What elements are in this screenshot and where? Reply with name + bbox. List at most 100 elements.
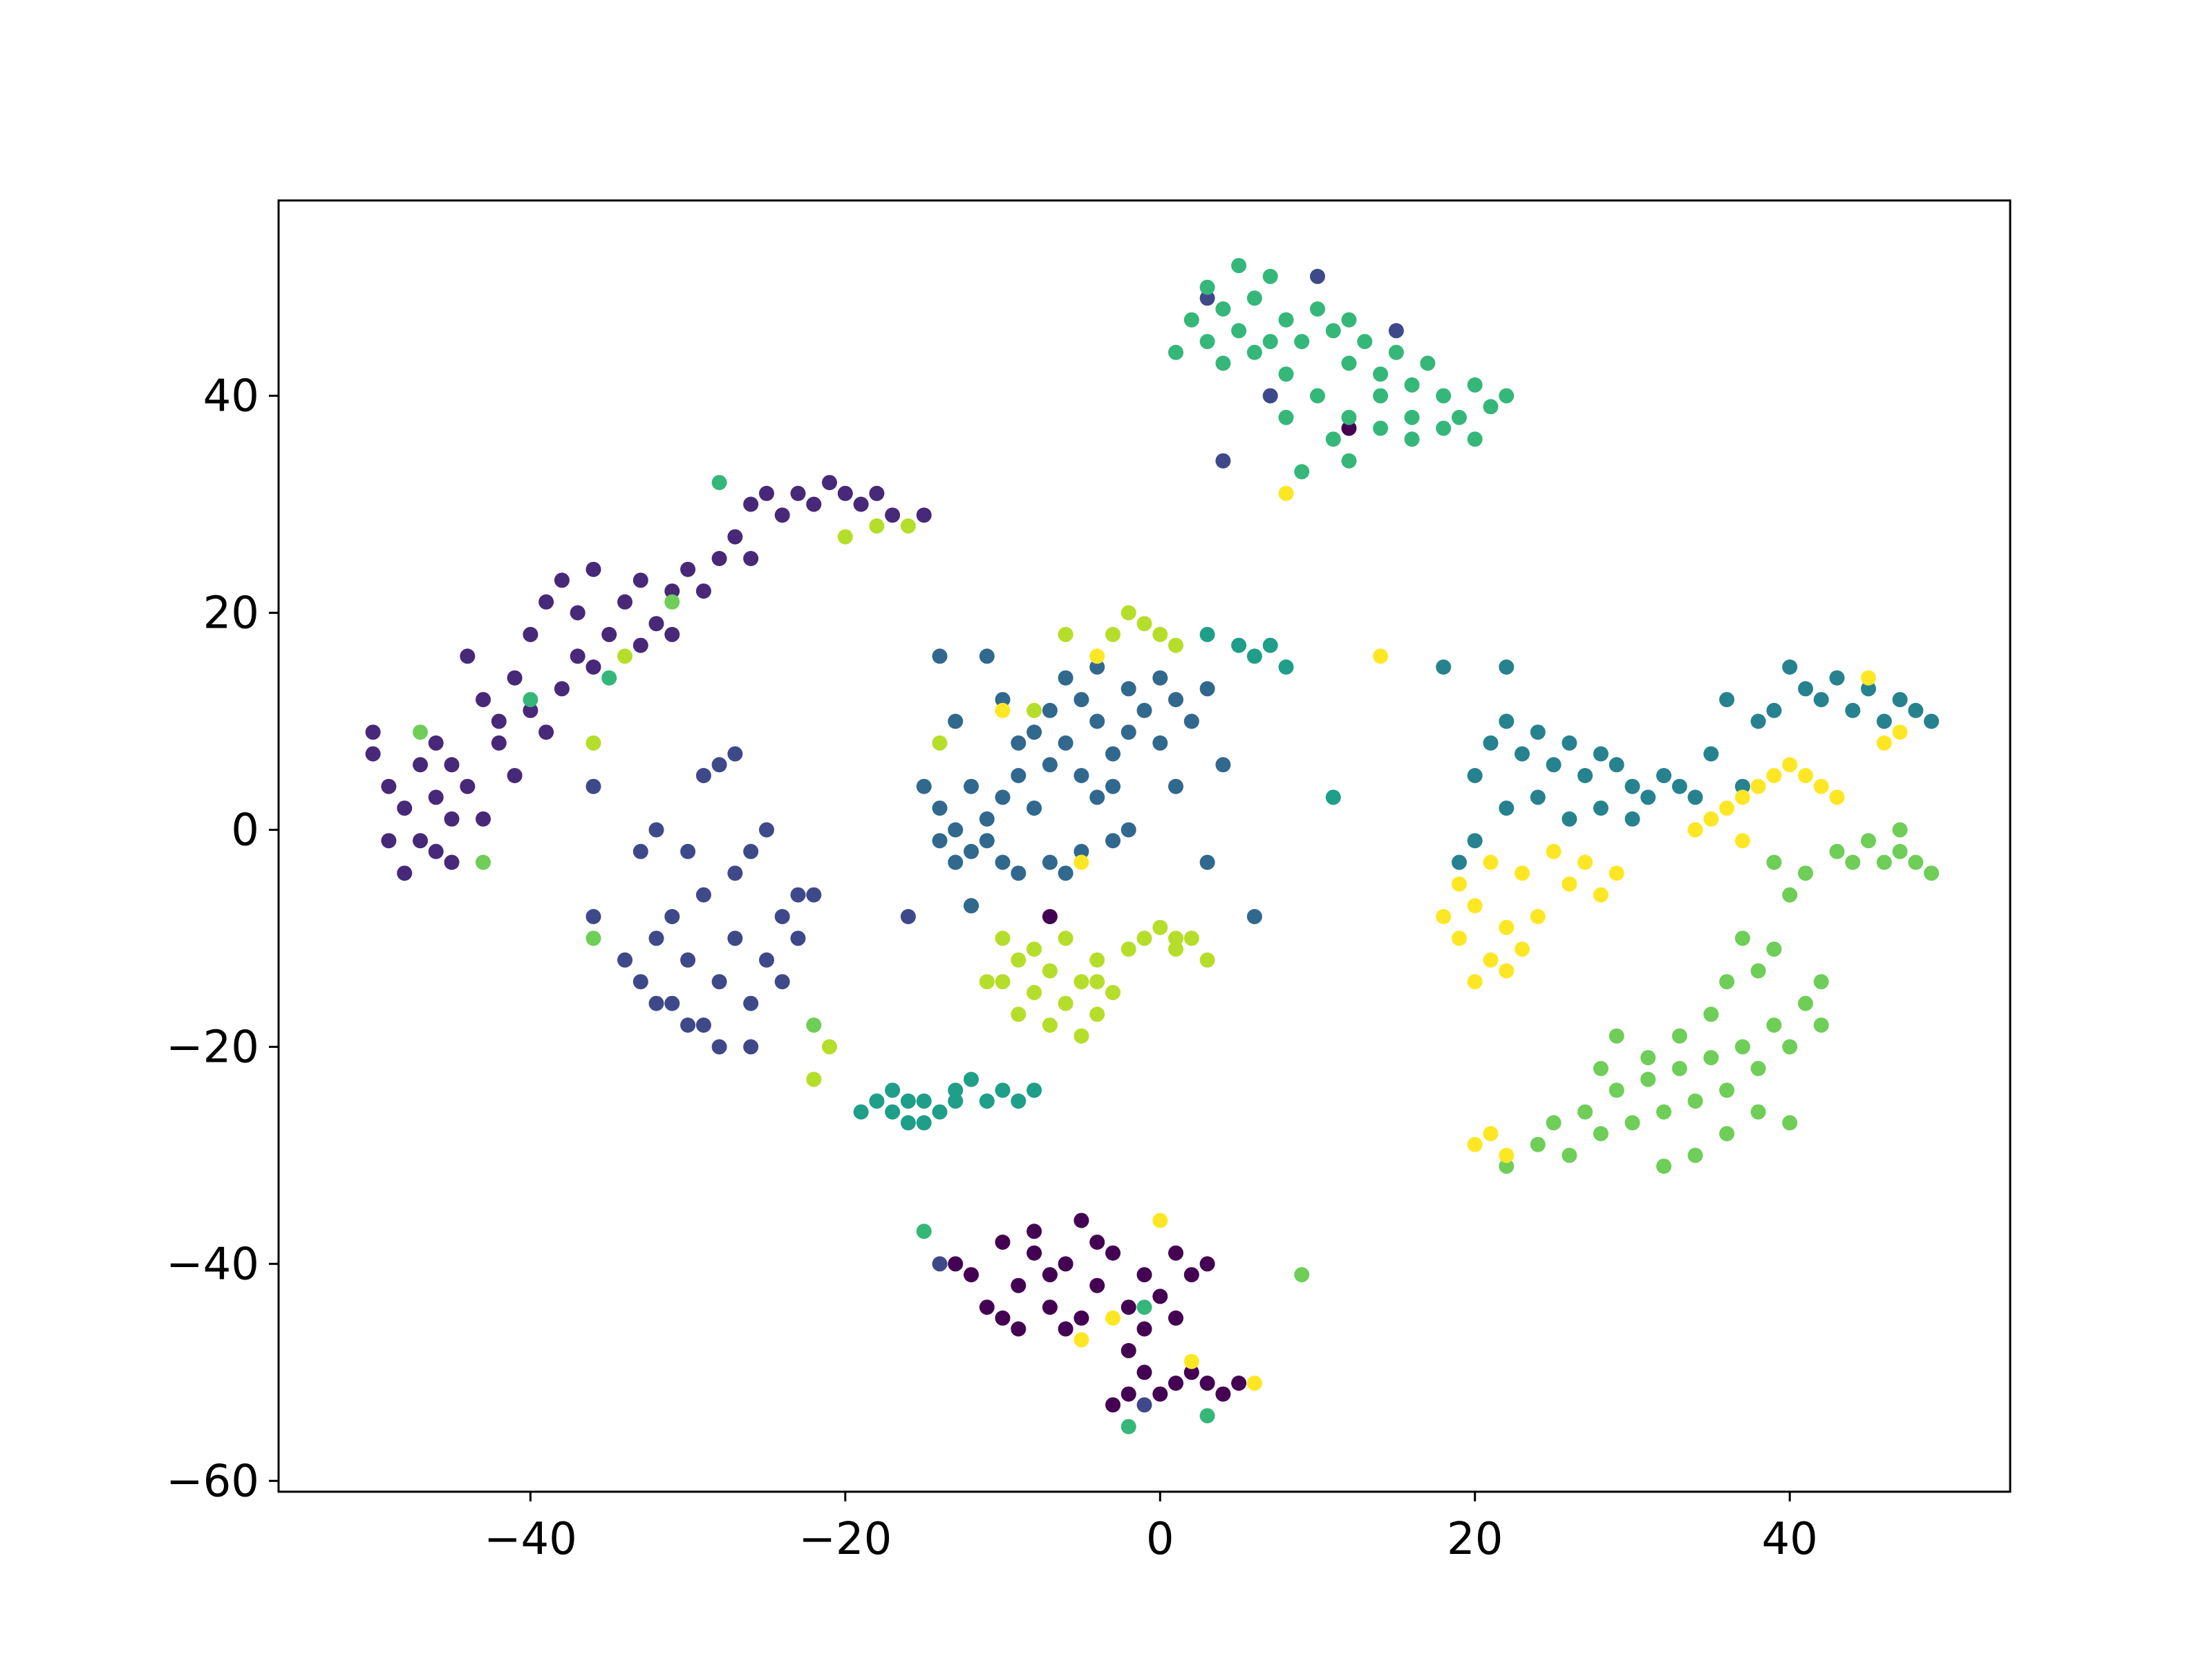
scatter-point-s3-p33 — [1011, 735, 1027, 751]
scatter-point-s7-p14 — [1734, 1039, 1750, 1055]
scatter-point-s8-p25 — [979, 974, 995, 990]
scatter-point-s9-p7 — [1452, 876, 1467, 892]
scatter-point-s4-p29 — [1766, 702, 1782, 718]
scatter-point-s2-p8 — [727, 930, 743, 946]
scatter-point-s3-p19 — [1136, 702, 1152, 718]
scatter-point-s1-p47 — [743, 551, 759, 566]
scatter-point-s3-p29 — [1105, 778, 1121, 794]
scatter-point-s7-p5 — [1593, 1126, 1609, 1141]
scatter-point-s3-p38 — [1042, 854, 1058, 870]
scatter-point-s7-p12 — [1703, 1050, 1719, 1066]
scatter-point-s6-p44 — [1121, 1418, 1136, 1434]
scatter-point-s1-p16 — [585, 561, 601, 577]
scatter-point-s2-p13 — [774, 974, 790, 990]
scatter-point-s7-p44 — [1782, 887, 1798, 903]
y-tick-label: −40 — [166, 1239, 259, 1290]
scatter-point-s0-p7 — [1105, 1245, 1121, 1261]
scatter-point-s7-p37 — [1829, 843, 1845, 859]
scatter-point-s1-p15 — [570, 605, 585, 621]
scatter-point-s4-p1 — [1483, 735, 1499, 751]
scatter-point-s0-p31 — [995, 1310, 1011, 1326]
scatter-point-s3-p42 — [1105, 833, 1121, 849]
scatter-point-s0-p10 — [1152, 1288, 1168, 1304]
scatter-point-s3-p46 — [1199, 854, 1215, 870]
scatter-point-s4-p27 — [1908, 702, 1924, 718]
scatter-point-s9-p42 — [1074, 854, 1089, 870]
scatter-point-s2-p30 — [806, 887, 822, 903]
scatter-point-s7-p0 — [1499, 1159, 1515, 1174]
scatter-point-s1-p33 — [869, 485, 885, 501]
scatter-point-s6-p6 — [1278, 312, 1294, 328]
scatter-point-s9-p40 — [1152, 1212, 1168, 1228]
scatter-point-s3-p32 — [979, 648, 995, 664]
scatter-point-s9-p6 — [1530, 909, 1546, 924]
scatter-point-s2-p17 — [648, 995, 664, 1011]
scatter-point-s6-p30 — [1199, 279, 1215, 295]
scatter-point-s7-p50 — [476, 854, 491, 870]
x-tick-label: −20 — [798, 1514, 892, 1565]
scatter-point-s1-p27 — [774, 507, 790, 523]
scatter-point-s2-p4 — [664, 995, 680, 1011]
scatter-point-s9-p12 — [1577, 854, 1593, 870]
scatter-point-s4-p5 — [1546, 757, 1562, 773]
scatter-point-s9-p41 — [1089, 648, 1105, 664]
scatter-point-s7-p42 — [1924, 865, 1940, 881]
scatter-point-s5-p16 — [1199, 626, 1215, 642]
scatter-point-s4-p22 — [1829, 670, 1845, 686]
scatter-point-s6-p37 — [1341, 312, 1357, 328]
scatter-point-s1-p46 — [664, 626, 680, 642]
scatter-point-s5-p0 — [869, 1093, 885, 1109]
y-tick-label: 0 — [231, 805, 259, 856]
scatter-point-s7-p19 — [1813, 1018, 1829, 1033]
scatter-point-s3-p11 — [1011, 768, 1027, 783]
scatter-point-s2-p20 — [727, 865, 743, 881]
scatter-point-s9-p0 — [1436, 909, 1452, 924]
scatter-point-s7-p51 — [1294, 1267, 1310, 1283]
scatter-point-s8-p16 — [1152, 919, 1168, 935]
scatter-point-s2-p24 — [711, 757, 727, 773]
scatter-point-s2-p37 — [1136, 1397, 1152, 1413]
scatter-point-s4-p32 — [1703, 746, 1719, 762]
scatter-point-s1-p19 — [632, 572, 648, 588]
scatter-point-s2-p32 — [1199, 290, 1215, 306]
scatter-point-s7-p18 — [1798, 995, 1813, 1011]
scatter-point-s7-p35 — [1766, 854, 1782, 870]
scatter-point-s6-p11 — [1357, 334, 1373, 350]
scatter-point-s1-p54 — [585, 659, 601, 675]
scatter-point-s3-p20 — [1152, 735, 1168, 751]
scatter-point-s7-p31 — [1656, 1159, 1671, 1174]
scatter-point-s8-p6 — [995, 974, 1011, 990]
x-tick-label: 40 — [1761, 1514, 1817, 1565]
scatter-point-s1-p5 — [444, 811, 460, 827]
scatter-point-s1-p39 — [538, 724, 554, 740]
scatter-point-s5-p15 — [900, 1093, 916, 1109]
scatter-point-s0-p1 — [1011, 1277, 1027, 1293]
scatter-point-s5-p6 — [964, 1071, 979, 1087]
scatter-point-s0-p17 — [1089, 1235, 1105, 1250]
scatter-point-s0-p13 — [964, 1267, 979, 1283]
scatter-point-s6-p28 — [1467, 431, 1483, 447]
scatter-point-s9-p39 — [1183, 1353, 1199, 1369]
scatter-point-s8-p19 — [1199, 952, 1215, 968]
scatter-point-s6-p46 — [711, 475, 727, 491]
scatter-point-s2-p34 — [1215, 453, 1231, 469]
scatter-point-s5-p20 — [1278, 659, 1294, 675]
scatter-point-s5-p13 — [916, 1115, 932, 1131]
scatter-point-s8-p7 — [1011, 952, 1027, 968]
scatter-point-s3-p21 — [1168, 692, 1183, 708]
scatter-point-s0-p12 — [1183, 1267, 1199, 1283]
scatter-point-s6-p0 — [1183, 312, 1199, 328]
scatter-point-s6-p20 — [1499, 388, 1515, 404]
y-tick-label: 40 — [203, 371, 259, 422]
scatter-point-s7-p26 — [1593, 1060, 1609, 1076]
scatter-point-s7-p25 — [1609, 1028, 1624, 1044]
scatter-point-s2-p14 — [743, 1039, 759, 1055]
scatter-point-s7-p34 — [1813, 974, 1829, 990]
scatter-point-s4-p11 — [1640, 789, 1656, 805]
scatter-point-s1-p32 — [853, 496, 869, 512]
scatter-point-s4-p2 — [1499, 713, 1515, 729]
scatter-point-s1-p45 — [695, 583, 711, 599]
scatter-point-s0-p33 — [1168, 1310, 1183, 1326]
scatter-point-s4-p35 — [1436, 659, 1452, 675]
